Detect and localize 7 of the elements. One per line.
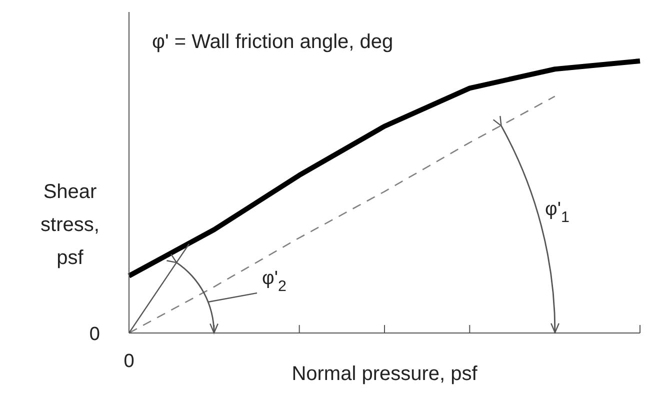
x-axis-title: Normal pressure, psf	[292, 363, 478, 385]
text: 0	[124, 351, 134, 372]
y-axis-title: Shear stress, psf	[40, 181, 100, 269]
annotation: φ'$_{1}$	[545, 199, 570, 226]
text: φ' = Wall friction angle, deg	[152, 31, 394, 53]
annotation: φ'$_{2}$	[262, 268, 286, 295]
text: 0	[89, 324, 100, 345]
